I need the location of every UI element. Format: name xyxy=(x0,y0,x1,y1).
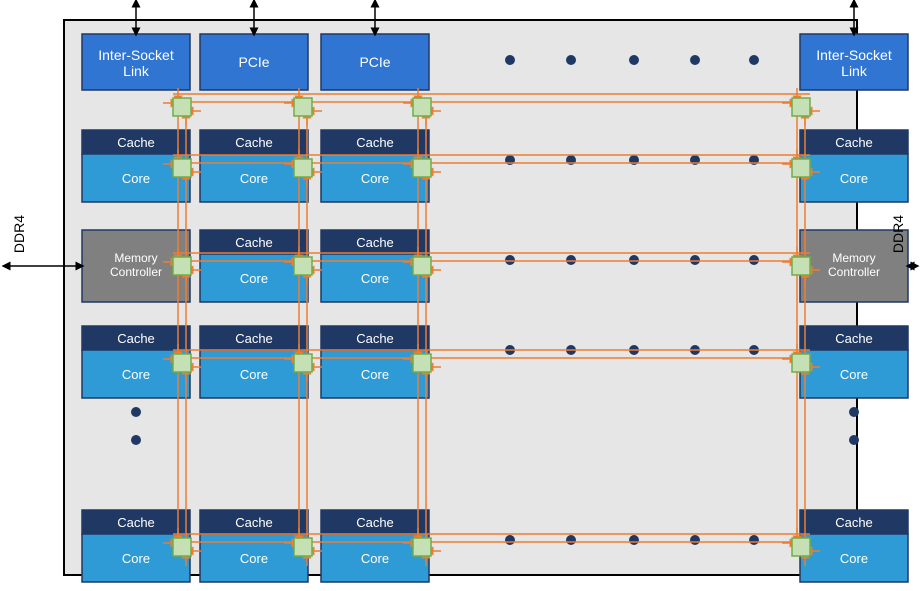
router-node xyxy=(792,538,810,556)
svg-text:Core: Core xyxy=(840,367,868,382)
io-block: Inter-SocketLink xyxy=(82,34,190,90)
svg-text:Cache: Cache xyxy=(235,235,273,250)
io-block: PCIe xyxy=(200,34,308,90)
router-node xyxy=(294,98,312,116)
svg-text:Core: Core xyxy=(361,271,389,286)
core-tile: Cache Core xyxy=(200,130,308,202)
core-tile: Cache Core xyxy=(800,510,908,582)
svg-text:Cache: Cache xyxy=(117,515,155,530)
core-tile: Cache Core xyxy=(200,326,308,398)
ellipsis-dot xyxy=(629,535,639,545)
ellipsis-dot xyxy=(849,435,859,445)
ellipsis-dot xyxy=(505,535,515,545)
core-tile: Cache Core xyxy=(800,326,908,398)
router-node xyxy=(294,538,312,556)
svg-text:Core: Core xyxy=(240,367,268,382)
router-node xyxy=(173,159,191,177)
ellipsis-dot xyxy=(566,255,576,265)
svg-text:Core: Core xyxy=(240,171,268,186)
router-node xyxy=(294,159,312,177)
svg-text:Core: Core xyxy=(361,551,389,566)
core-tile: Cache Core xyxy=(800,130,908,202)
core-tile: Cache Core xyxy=(200,230,308,302)
ellipsis-dot xyxy=(505,255,515,265)
ellipsis-dot xyxy=(131,435,141,445)
svg-text:PCIe: PCIe xyxy=(359,54,390,70)
router-node xyxy=(173,257,191,275)
core-tile: Cache Core xyxy=(200,510,308,582)
svg-text:MemoryController: MemoryController xyxy=(828,251,880,279)
ellipsis-dot xyxy=(131,407,141,417)
router-node xyxy=(413,538,431,556)
router-node xyxy=(173,98,191,116)
diagram-stage: Inter-SocketLink PCIe PCIe Inter-SocketLink… xyxy=(0,0,921,591)
svg-text:Cache: Cache xyxy=(356,235,394,250)
ellipsis-dot xyxy=(690,55,700,65)
svg-text:MemoryController: MemoryController xyxy=(110,251,162,279)
diagram-svg: Inter-SocketLink PCIe PCIe Inter-SocketLink… xyxy=(0,0,921,591)
ellipsis-dot xyxy=(749,55,759,65)
svg-text:Cache: Cache xyxy=(235,135,273,150)
svg-text:Cache: Cache xyxy=(117,331,155,346)
ellipsis-dot xyxy=(849,407,859,417)
router-node xyxy=(792,159,810,177)
svg-text:Core: Core xyxy=(240,551,268,566)
svg-text:Cache: Cache xyxy=(356,331,394,346)
ellipsis-dot xyxy=(629,255,639,265)
router-node xyxy=(294,257,312,275)
router-node xyxy=(413,98,431,116)
ellipsis-dot xyxy=(749,535,759,545)
io-block: PCIe xyxy=(321,34,429,90)
ellipsis-dot xyxy=(566,55,576,65)
router-node xyxy=(173,354,191,372)
ellipsis-dot xyxy=(690,535,700,545)
router-node xyxy=(413,354,431,372)
svg-text:Cache: Cache xyxy=(835,331,873,346)
svg-text:Core: Core xyxy=(361,367,389,382)
svg-text:Core: Core xyxy=(840,171,868,186)
svg-text:Cache: Cache xyxy=(117,135,155,150)
router-node xyxy=(294,354,312,372)
svg-text:Core: Core xyxy=(122,551,150,566)
svg-text:Core: Core xyxy=(361,171,389,186)
ellipsis-dot xyxy=(749,255,759,265)
ellipsis-dot xyxy=(690,255,700,265)
svg-text:Cache: Cache xyxy=(835,515,873,530)
ddr4-label: DDR4 xyxy=(11,215,27,253)
router-node xyxy=(792,257,810,275)
svg-text:Core: Core xyxy=(840,551,868,566)
router-node xyxy=(173,538,191,556)
io-block: Inter-SocketLink xyxy=(800,34,908,90)
ellipsis-dot xyxy=(505,55,515,65)
svg-text:Cache: Cache xyxy=(356,515,394,530)
ellipsis-dot xyxy=(566,535,576,545)
svg-text:Cache: Cache xyxy=(235,331,273,346)
router-node xyxy=(413,257,431,275)
svg-text:Core: Core xyxy=(122,367,150,382)
svg-text:Cache: Cache xyxy=(835,135,873,150)
svg-text:Cache: Cache xyxy=(235,515,273,530)
router-node xyxy=(413,159,431,177)
ellipsis-dot xyxy=(629,55,639,65)
ddr4-label: DDR4 xyxy=(890,215,906,253)
svg-text:Cache: Cache xyxy=(356,135,394,150)
router-node xyxy=(792,354,810,372)
svg-text:Core: Core xyxy=(240,271,268,286)
router-node xyxy=(792,98,810,116)
svg-text:PCIe: PCIe xyxy=(238,54,269,70)
svg-text:Core: Core xyxy=(122,171,150,186)
